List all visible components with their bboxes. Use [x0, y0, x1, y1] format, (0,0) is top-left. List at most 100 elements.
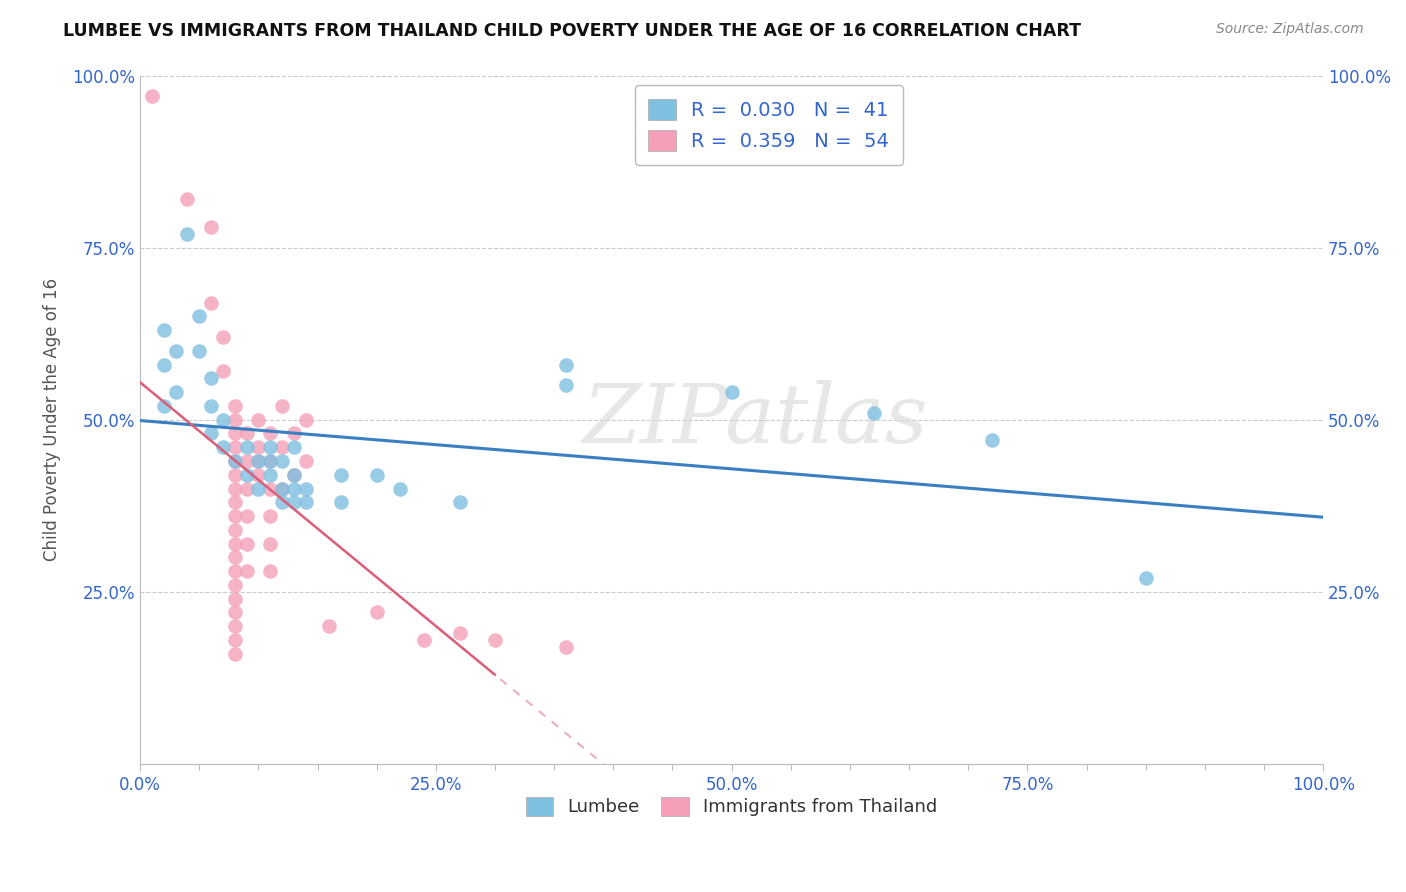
- Point: [188, 343, 211, 358]
- Point: [224, 412, 246, 426]
- Point: [318, 619, 340, 633]
- Point: [330, 495, 353, 509]
- Point: [200, 371, 222, 385]
- Text: ZIPatlas: ZIPatlas: [582, 380, 928, 459]
- Point: [1135, 571, 1157, 585]
- Point: [152, 358, 174, 372]
- Point: [247, 454, 270, 468]
- Point: [271, 399, 294, 413]
- Point: [165, 385, 187, 400]
- Point: [176, 193, 198, 207]
- Point: [720, 385, 742, 400]
- Point: [224, 495, 246, 509]
- Point: [212, 364, 235, 378]
- Point: [200, 295, 222, 310]
- Text: LUMBEE VS IMMIGRANTS FROM THAILAND CHILD POVERTY UNDER THE AGE OF 16 CORRELATION: LUMBEE VS IMMIGRANTS FROM THAILAND CHILD…: [63, 22, 1081, 40]
- Point: [212, 440, 235, 454]
- Point: [247, 482, 270, 496]
- Point: [224, 591, 246, 606]
- Point: [176, 227, 198, 241]
- Point: [283, 467, 305, 482]
- Point: [224, 536, 246, 550]
- Point: [259, 426, 281, 441]
- Point: [259, 536, 281, 550]
- Point: [413, 632, 436, 647]
- Point: [235, 454, 257, 468]
- Point: [235, 536, 257, 550]
- Point: [259, 564, 281, 578]
- Point: [235, 467, 257, 482]
- Point: [165, 343, 187, 358]
- Point: [271, 495, 294, 509]
- Point: [247, 454, 270, 468]
- Point: [224, 440, 246, 454]
- Point: [212, 412, 235, 426]
- Point: [224, 578, 246, 592]
- Point: [224, 454, 246, 468]
- Point: [224, 482, 246, 496]
- Point: [283, 426, 305, 441]
- Point: [224, 550, 246, 565]
- Point: [555, 640, 578, 654]
- Point: [294, 495, 316, 509]
- Point: [235, 440, 257, 454]
- Point: [235, 509, 257, 524]
- Point: [555, 358, 578, 372]
- Point: [141, 89, 163, 103]
- Point: [283, 482, 305, 496]
- Point: [188, 310, 211, 324]
- Point: [449, 495, 471, 509]
- Point: [271, 482, 294, 496]
- Point: [484, 632, 506, 647]
- Point: [224, 564, 246, 578]
- Point: [224, 454, 246, 468]
- Point: [366, 467, 388, 482]
- Point: [389, 482, 412, 496]
- Point: [283, 440, 305, 454]
- Point: [283, 467, 305, 482]
- Text: Source: ZipAtlas.com: Source: ZipAtlas.com: [1216, 22, 1364, 37]
- Point: [224, 399, 246, 413]
- Legend: Lumbee, Immigrants from Thailand: Lumbee, Immigrants from Thailand: [519, 789, 945, 823]
- Point: [224, 509, 246, 524]
- Point: [449, 626, 471, 640]
- Point: [366, 606, 388, 620]
- Point: [259, 467, 281, 482]
- Point: [224, 606, 246, 620]
- Point: [271, 440, 294, 454]
- Point: [271, 454, 294, 468]
- Point: [235, 426, 257, 441]
- Point: [980, 434, 1002, 448]
- Point: [247, 412, 270, 426]
- Point: [212, 330, 235, 344]
- Point: [283, 495, 305, 509]
- Point: [259, 454, 281, 468]
- Point: [152, 323, 174, 337]
- Point: [555, 378, 578, 392]
- Point: [247, 440, 270, 454]
- Point: [235, 564, 257, 578]
- Point: [224, 647, 246, 661]
- Point: [200, 219, 222, 234]
- Point: [224, 619, 246, 633]
- Point: [294, 454, 316, 468]
- Point: [235, 482, 257, 496]
- Point: [862, 406, 884, 420]
- Point: [294, 412, 316, 426]
- Point: [259, 454, 281, 468]
- Y-axis label: Child Poverty Under the Age of 16: Child Poverty Under the Age of 16: [44, 278, 60, 561]
- Point: [200, 426, 222, 441]
- Point: [224, 632, 246, 647]
- Point: [294, 482, 316, 496]
- Point: [259, 509, 281, 524]
- Point: [224, 523, 246, 537]
- Point: [259, 482, 281, 496]
- Point: [330, 467, 353, 482]
- Point: [200, 399, 222, 413]
- Point: [152, 399, 174, 413]
- Point: [224, 467, 246, 482]
- Point: [247, 467, 270, 482]
- Point: [271, 482, 294, 496]
- Point: [224, 426, 246, 441]
- Point: [259, 440, 281, 454]
